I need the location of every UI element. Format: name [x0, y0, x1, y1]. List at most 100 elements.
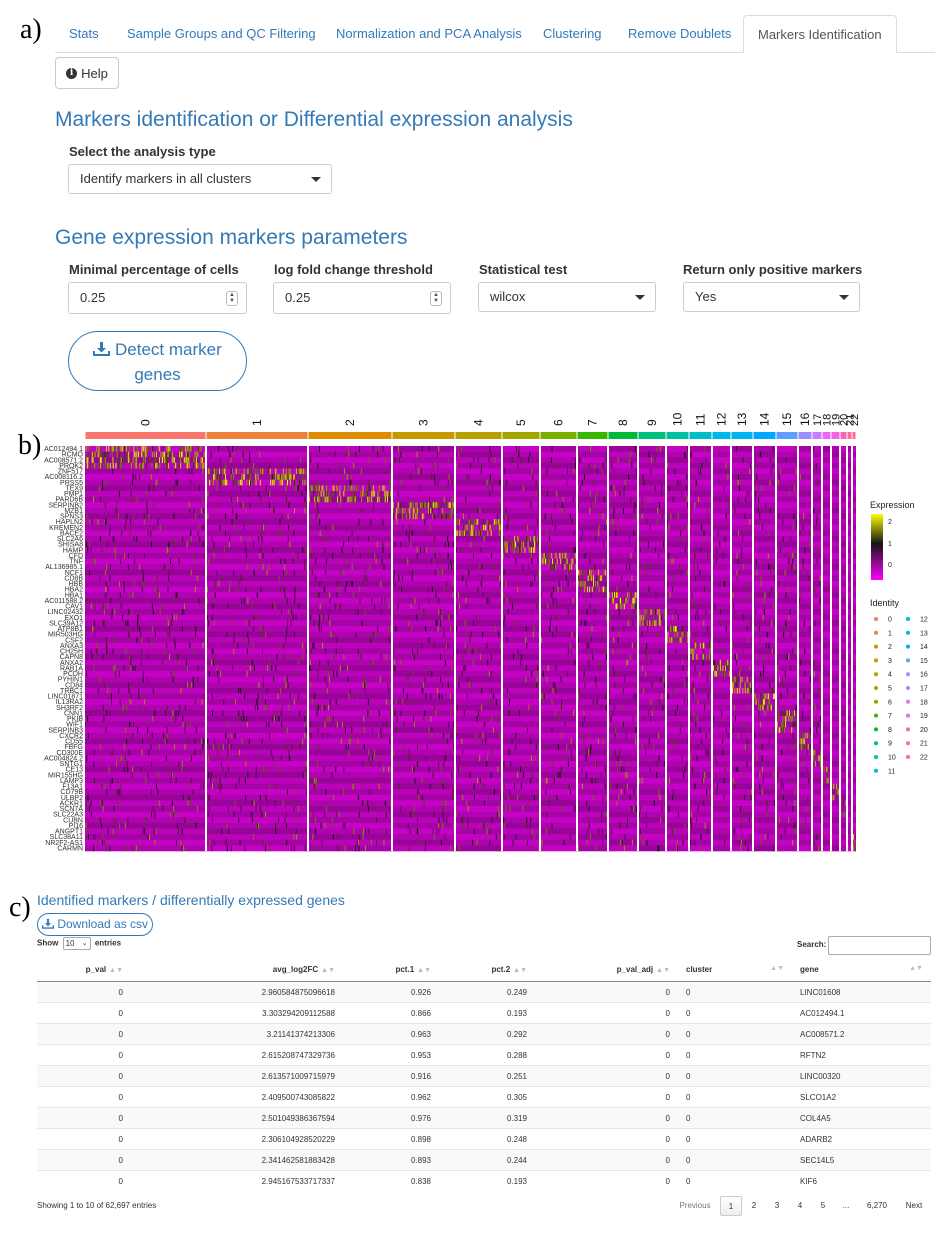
cell-cluster: 0	[678, 1170, 792, 1191]
gene-label: AC004824.2	[44, 755, 83, 762]
stat-test-label: Statistical test	[479, 262, 568, 277]
cluster-annotation-bar	[392, 432, 455, 439]
gene-label: EXO1	[64, 615, 83, 622]
gene-label: F13A1	[62, 784, 83, 791]
cell-p-val-adj: 0	[535, 1044, 678, 1066]
column-header-cluster[interactable]: cluster ▲▼	[678, 958, 792, 982]
column-header-gene[interactable]: gene ▲▼	[792, 958, 931, 982]
tab-stats[interactable]: Stats	[69, 26, 99, 41]
table-row[interactable]: 0 2.615208747329736 0.953 0.288 0 0 RFTN2	[37, 1044, 931, 1066]
gene-label: MZB1	[64, 508, 83, 515]
gene-label: HAMP	[63, 547, 84, 554]
table-row[interactable]: 0 2.409500743085822 0.962 0.305 0 0 SLCO1A2	[37, 1086, 931, 1108]
spinner-icon[interactable]: ▲ ▼	[430, 291, 442, 306]
table-row[interactable]: 0 2.945167533717337 0.838 0.193 0 0 KIF6	[37, 1170, 931, 1191]
identity-legend-dot	[906, 699, 910, 704]
table-row[interactable]: 0 3.21141374213306 0.963 0.292 0 0 AC008571.2	[37, 1023, 931, 1045]
cell-avg-log2fc: 2.960584875096618	[131, 981, 343, 1003]
help-button[interactable]: i Help	[55, 57, 119, 89]
column-header-avg-log2fc[interactable]: avg_log2FC ▲▼	[131, 958, 343, 982]
gene-label: CNN1	[64, 710, 83, 717]
table-row[interactable]: 0 2.613571009715979 0.916 0.251 0 0 LINC00320	[37, 1065, 931, 1087]
tab-sample-groups-qc[interactable]: Sample Groups and QC Filtering	[127, 26, 316, 41]
identity-legend-dot	[874, 755, 878, 759]
spinner-icon[interactable]: ▲ ▼	[226, 291, 238, 306]
cell-p-val-adj: 0	[535, 1002, 678, 1024]
search-input[interactable]	[828, 936, 931, 955]
cell-p-val: 0	[37, 981, 131, 1003]
gene-label: NCF1	[65, 570, 83, 577]
identity-legend-label: 19	[920, 713, 928, 720]
pagination-ellipsis: ...	[842, 1201, 850, 1210]
identity-legend-label: 15	[920, 658, 928, 665]
analysis-type-select[interactable]: Identify markers in all clusters	[68, 164, 332, 194]
pagination-page[interactable]: 1	[720, 1196, 742, 1216]
table-row[interactable]: 0 2.501049386367594 0.976 0.319 0 0 COL4A5	[37, 1107, 931, 1129]
gene-label: LINC01871	[48, 694, 84, 701]
cell-p-val: 0	[37, 1149, 131, 1171]
identity-legend-title: Identity	[870, 598, 900, 608]
pagination-page[interactable]: 3	[774, 1201, 780, 1210]
tab-remove-doublets[interactable]: Remove Doublets	[628, 26, 732, 41]
identity-legend-dot	[906, 741, 910, 746]
gene-label: AC008571.2	[44, 457, 83, 464]
tab-clustering[interactable]: Clustering	[543, 26, 602, 41]
search-label: Search:	[797, 940, 827, 949]
cell-gene: LINC01608	[792, 981, 931, 1003]
cell-cluster: 0	[678, 1002, 792, 1024]
gene-label: RCMO	[62, 452, 84, 459]
pagination-previous[interactable]: Previous	[679, 1201, 711, 1210]
positive-markers-value: Yes	[695, 289, 717, 304]
table-row[interactable]: 0 3.303294209112588 0.866 0.193 0 0 AC012494.1	[37, 1002, 931, 1024]
cell-p-val: 0	[37, 1023, 131, 1045]
gene-label: CUBN	[63, 817, 83, 824]
cell-pct2: 0.193	[439, 1002, 535, 1024]
cell-pct2: 0.248	[439, 1128, 535, 1150]
pagination-page[interactable]: 5	[820, 1201, 826, 1210]
download-icon	[93, 342, 111, 356]
detect-markers-button[interactable]: Detect marker genes	[68, 331, 247, 391]
column-header-pct1[interactable]: pct.1 ▲▼	[343, 958, 439, 982]
cluster-label: 0	[139, 419, 153, 426]
gene-label: WIF1	[66, 722, 83, 729]
cell-gene: KIF6	[792, 1170, 931, 1191]
table-row[interactable]: 0 2.341462581883428 0.893 0.244 0 0 SEC14L5	[37, 1149, 931, 1171]
identity-legend-dot	[874, 713, 878, 718]
page-length-value: 10	[65, 939, 75, 948]
cell-p-val-adj: 0	[535, 981, 678, 1003]
min-pct-input[interactable]: 0.25 ▲ ▼	[68, 282, 247, 314]
cluster-annotation-bar	[847, 432, 852, 439]
cluster-label: 9	[645, 419, 659, 426]
gene-label: HBA2	[65, 587, 83, 594]
cluster-label: 14	[758, 412, 772, 426]
table-row[interactable]: 0 2.306104928520229 0.898 0.248 0 0 ADARB2	[37, 1128, 931, 1150]
download-csv-button[interactable]: Download as csv	[37, 913, 153, 936]
pagination-next[interactable]: Next	[905, 1201, 923, 1210]
positive-markers-select[interactable]: Yes	[683, 282, 860, 312]
pagination-page[interactable]: 4	[797, 1201, 803, 1210]
chevron-down-icon: ⌄	[81, 940, 88, 947]
pagination-page[interactable]: 6,270	[866, 1201, 888, 1210]
page-length-control: Show 10 ⌄ entries	[37, 937, 121, 950]
tab-normalization-pca[interactable]: Normalization and PCA Analysis	[336, 26, 522, 41]
table-row[interactable]: 0 2.960584875096618 0.926 0.249 0 0 LINC01608	[37, 981, 931, 1003]
cluster-label: 3	[417, 419, 431, 426]
column-header-p-val-adj[interactable]: p_val_adj ▲▼	[535, 958, 678, 982]
gene-label: MIR155HG	[48, 772, 83, 779]
pagination-page[interactable]: 2	[751, 1201, 757, 1210]
gene-label: TRBC1	[60, 688, 83, 695]
identity-legend-dot	[906, 644, 910, 649]
page-length-select[interactable]: 10 ⌄	[62, 937, 91, 950]
identity-legend-label: 8	[888, 727, 892, 734]
column-header-pct2[interactable]: pct.2 ▲▼	[439, 958, 535, 982]
cluster-label: 13	[735, 412, 749, 426]
stat-test-select[interactable]: wilcox	[478, 282, 656, 312]
logfc-input[interactable]: 0.25 ▲ ▼	[273, 282, 451, 314]
cluster-label: 2	[343, 419, 357, 426]
cluster-label: 8	[616, 419, 630, 426]
cluster-label: 7	[586, 419, 600, 426]
cell-p-val-adj: 0	[535, 1128, 678, 1150]
identity-legend-label: 14	[920, 644, 928, 651]
tab-markers-identification[interactable]: Markers Identification	[743, 15, 897, 53]
column-header-p-val[interactable]: p_val ▲▼	[37, 958, 131, 982]
